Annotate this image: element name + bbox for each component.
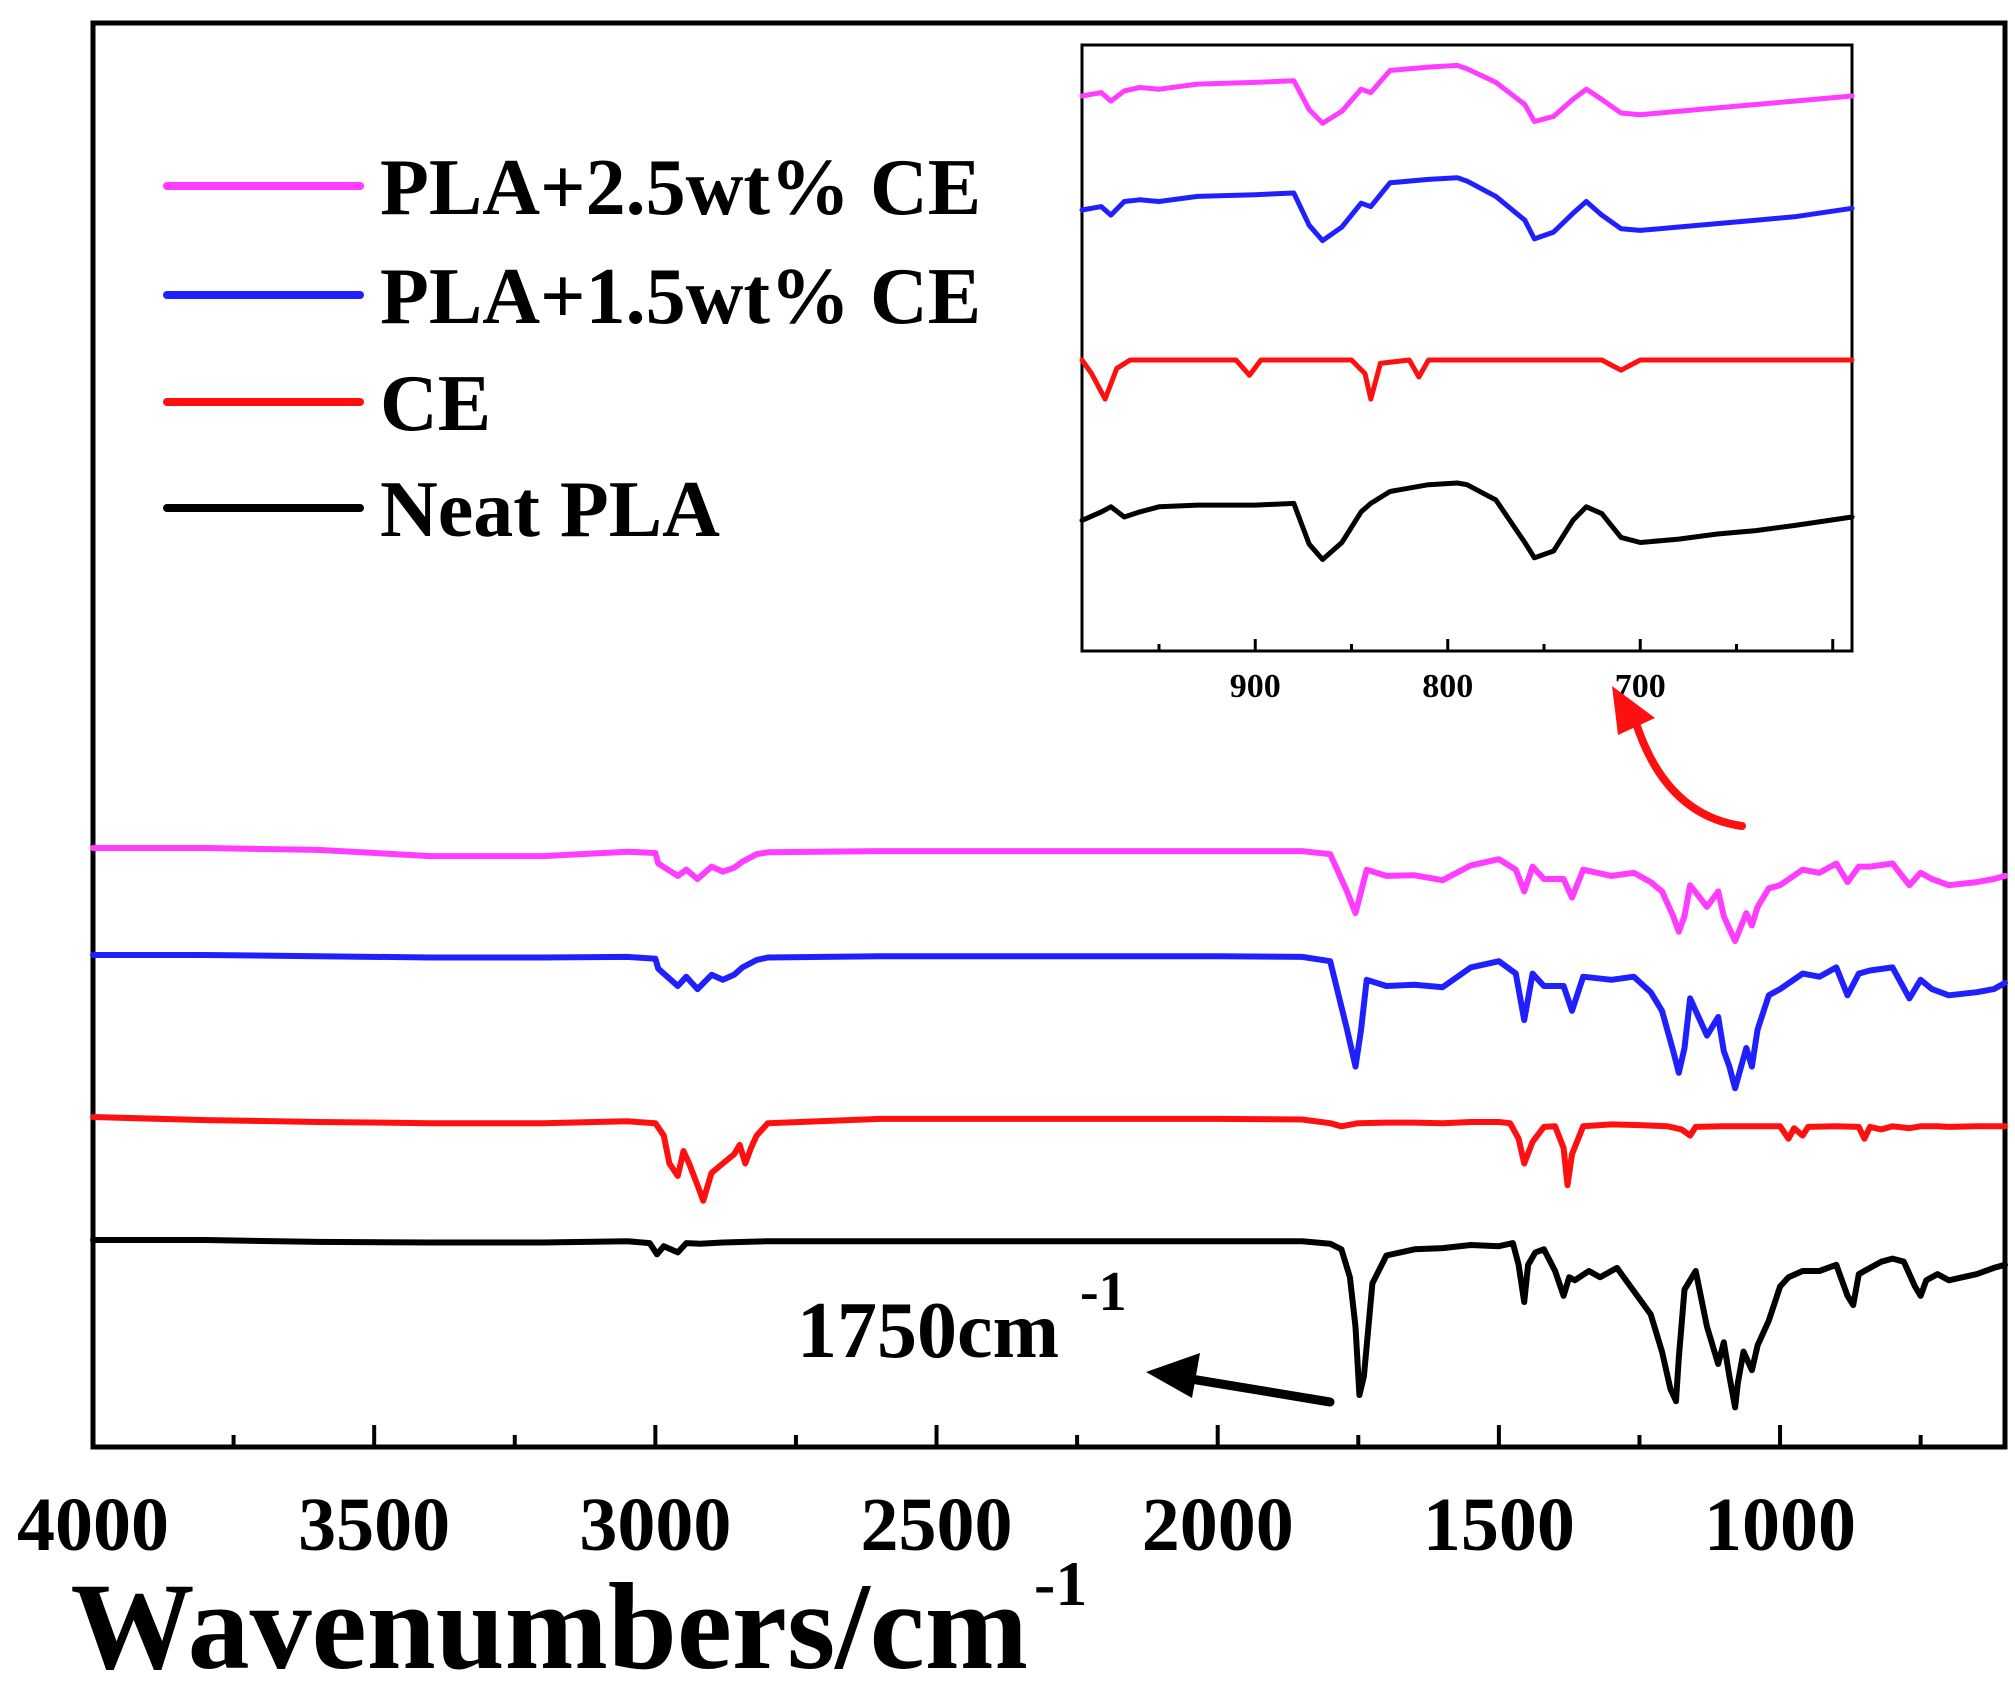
inset-series-layer [1079,62,1855,562]
inset-series-line-ce [1079,357,1855,402]
legend: PLA+2.5wt% CE PLA+1.5wt% CE CE Neat PLA [163,144,981,554]
annotation-1750-label: 1750cm [797,1287,1059,1375]
legend-label-neat-pla: Neat PLA [380,466,720,554]
annotation-1750-superscript: -1 [1080,1261,1127,1323]
inset-x-tick-label-900: 900 [1230,668,1281,705]
main-x-tick-label-2000: 2000 [1142,1483,1294,1567]
main-series-line-pla-2-5wt-ce [90,845,2008,944]
main-series-line-pla-1-5wt-ce [90,952,2008,1092]
main-series-line-neat-pla [90,1237,2008,1411]
inset-series-line-pla-2-5wt-ce [1079,62,1855,126]
main-series-line-ce [90,1114,2008,1204]
inset-series-line-neat-pla [1079,480,1855,562]
main-x-tick-label-3500: 3500 [298,1483,450,1567]
legend-item-pla-2-5wt-ce: PLA+2.5wt% CE [163,144,981,232]
legend-label-pla-2-5wt-ce: PLA+2.5wt% CE [380,144,981,232]
main-series-layer [90,845,2008,1411]
legend-item-ce: CE [163,360,491,448]
inset-series-line-pla-1-5wt-ce [1079,175,1855,244]
main-x-tick-label-4000: 4000 [17,1483,169,1567]
legend-item-neat-pla: Neat PLA [163,466,720,554]
inset-x-tick-label-800: 800 [1422,668,1473,705]
legend-label-ce: CE [380,360,491,448]
main-plot-frame [90,20,2008,1450]
x-axis-title: Wavenumbers/cm [71,1558,1029,1691]
legend-item-pla-1-5wt-ce: PLA+1.5wt% CE [163,253,981,341]
main-x-tick-label-3000: 3000 [579,1483,731,1567]
inset-plot-frame [1080,43,1854,653]
inset-pointer-arrow [1612,686,1746,830]
inset-x-axis-ticks: 900 800 700 [1157,639,1835,705]
main-x-tick-label-2500: 2500 [861,1483,1013,1567]
main-x-axis-ticks: 4000 3500 3000 2500 2000 1500 1000 [17,1425,1923,1567]
main-x-tick-label-1500: 1500 [1423,1483,1575,1567]
main-x-tick-label-1000: 1000 [1704,1483,1856,1567]
annotation-1750-arrow [1146,1353,1335,1407]
x-axis-title-superscript: -1 [1034,1548,1087,1619]
legend-label-pla-1-5wt-ce: PLA+1.5wt% CE [380,253,981,341]
